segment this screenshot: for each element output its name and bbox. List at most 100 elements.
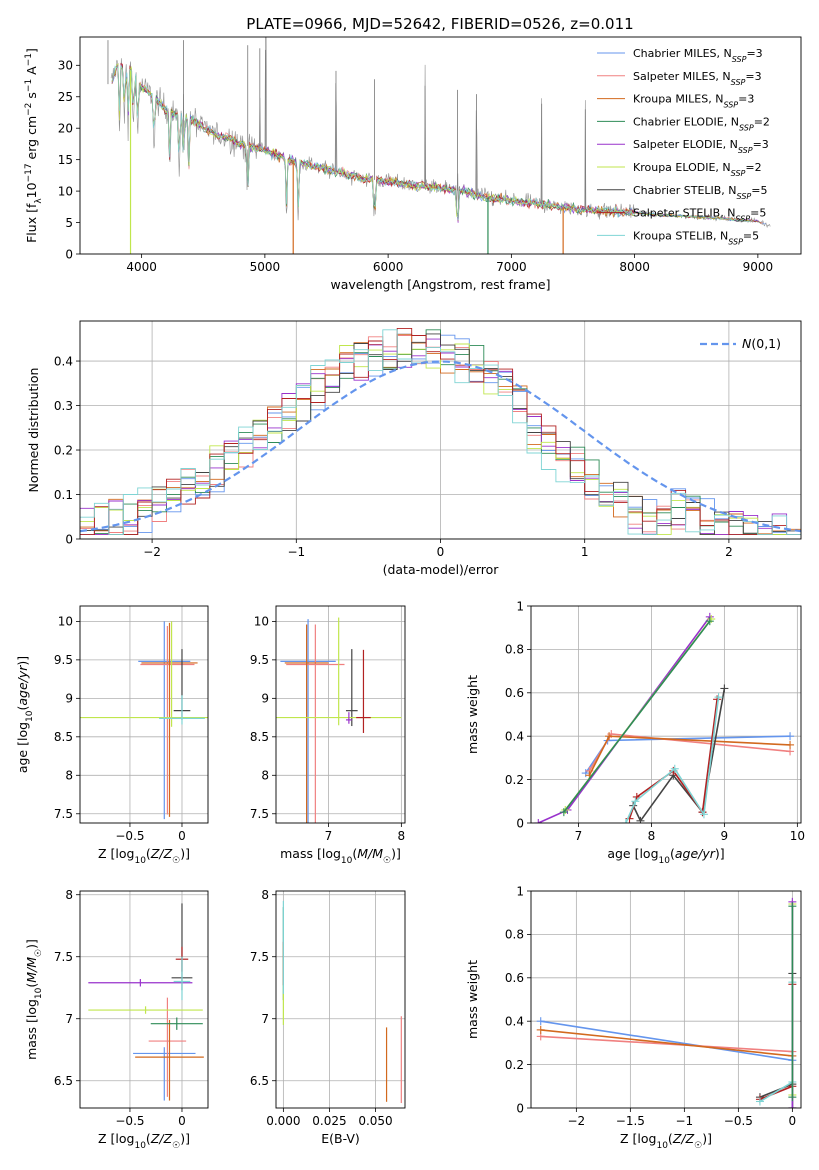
label-part: [log [24,999,39,1023]
y-tick-label: 8.5 [250,730,269,744]
x-tick-label: 2 [725,545,733,559]
y-tick-label: 1 [516,599,524,613]
histogram-series [80,343,801,536]
y-tick-label: 8 [261,888,269,902]
x-tick-label: 0 [789,1114,797,1128]
y-tick-label: 0.3 [54,399,73,413]
label-part: −17 [24,163,34,182]
x-tick-label: 0.000 [266,1114,300,1128]
legend-suffix: =2 [754,115,770,128]
x-axis-label: wavelength [Angstrom, rest frame] [330,277,550,292]
legend-sub: SSP [738,146,753,155]
x-tick-label: 6000 [373,260,404,274]
label-part: age/yr [675,846,716,861]
histogram-series [80,338,801,536]
figure-title: PLATE=0966, MJD=52642, FIBERID=0526, z=0… [246,15,633,33]
legend-text: (0,1) [751,336,781,351]
y-tick-label: 8 [65,769,73,783]
label-part: 10 [659,856,671,866]
legend-text: N [742,336,752,351]
label-part: [log [15,722,30,746]
weight-line [759,984,794,1108]
plot-area [80,606,208,823]
mass-weight-vs-Z-panel: −2 −1.5 −1 −0.5 0 0 0.2 0.4 0.6 0.8 1 Z [log10(Z/Z☉… [465,884,802,1151]
x-tick-label: 4000 [126,260,157,274]
x-tick-label: 7000 [496,260,527,274]
y-tick-label: 6.5 [250,1074,269,1088]
label-part: ☉ [383,856,391,866]
label-part: )] [24,939,39,949]
legend-text: Chabrier ELODIE, N [633,115,739,128]
label-part: M/M [24,957,39,983]
axes-frame [79,890,209,1109]
label-part: Z [98,1131,111,1146]
weight-line [563,620,711,813]
x-tick-label: 0.025 [312,1114,346,1128]
y-tick-label: 8.5 [54,730,73,744]
legend-sub: SSP [731,77,746,86]
y-tick-label: 6.5 [54,1074,73,1088]
y-tick-label: 9 [65,692,73,706]
y-tick-label: 30 [58,59,73,73]
label-part: Flux [f [24,203,39,243]
plot-area [276,606,405,823]
x-tick-label: 5000 [250,260,281,274]
plot-area [80,321,801,539]
spectrum-panel: 4000 5000 6000 7000 8000 9000 0 5 10 15 20 25 30 wave… [24,36,802,292]
legend-sub: SSP [737,191,752,200]
legend-sub: SSP [728,237,743,246]
y-tick-label: 0.1 [54,488,73,502]
label-part: λ [34,198,44,204]
legend-sub: SSP [723,100,738,109]
legend-text: Kroupa ELODIE, N [633,161,731,174]
y-tick-label: 0.2 [54,443,73,457]
label-part: ] [24,48,39,53]
label-part: wavelength [Angstrom, rest frame] [330,277,550,292]
x-tick-label: 0.050 [358,1114,392,1128]
y-tick-label: 8 [261,769,269,783]
label-part: mass [24,1023,39,1060]
label-part: [log [317,846,341,861]
legend-label: Chabrier STELIB, NSSP=5 [633,184,767,201]
weight-line [625,697,720,823]
x-axis-label: mass [log10(M/M☉)] [280,846,401,866]
plot-area [276,891,405,1108]
axes-frame [530,605,802,824]
label-part: A [24,66,39,79]
y-tick-label: 7.5 [250,950,269,964]
legend-sub: SSP [739,123,754,132]
legend-label: Chabrier MILES, NSSP=3 [633,47,763,64]
label-part: )] [15,656,30,666]
x-axis-label: Z [log10(Z/Z☉)] [620,1131,712,1151]
x-tick-label: 1 [581,545,589,559]
plot-area [80,891,208,1108]
label-part: [log [111,846,135,861]
x-tick-label: −0.5 [115,1114,144,1128]
x-tick-label: 8000 [619,260,650,274]
y-tick-label: 0.8 [505,643,524,657]
legend-sub: SSP [731,169,746,178]
legend-text: Salpeter MILES, N [633,70,731,83]
axes-frame [79,605,209,824]
weight-line [537,616,711,823]
label-part: ☉ [172,1141,180,1151]
y-tick-label: 5 [65,216,73,230]
mass-vs-Z-panel: −0.5 06.577.58Z [log10(Z/Z☉)]mass [log10(… [24,888,209,1151]
legend-label: N(0,1) [742,336,781,351]
x-tick-label: 9000 [743,260,774,274]
label-part: )] [702,1131,712,1146]
y-tick-label: 10 [254,615,269,629]
label-part: (data-model)/error [383,562,500,577]
axes-frame [275,605,406,824]
label-part: )] [715,846,725,861]
x-tick-label: 10 [790,829,805,843]
y-tick-label: 20 [58,122,73,136]
label-part: 10 [134,1141,146,1151]
label-part: ( [146,846,151,861]
legend-sub: SSP [735,214,750,223]
legend-label: Kroupa ELODIE, NSSP=2 [633,161,762,178]
legend-suffix: =3 [746,47,762,60]
label-part: 10 [134,856,146,866]
